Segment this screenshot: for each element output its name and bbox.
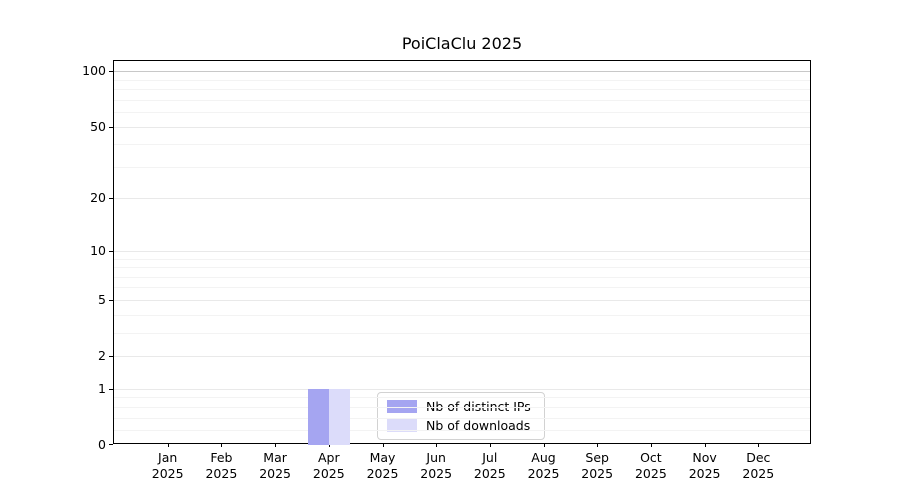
minor-gridline: [114, 276, 810, 278]
x-axis-tick-label: Mar 2025: [259, 450, 291, 481]
x-axis-tick-label: Oct 2025: [634, 450, 667, 481]
x-axis-tick: [328, 443, 330, 447]
major-gridline: [114, 250, 810, 252]
x-axis-tick-year: 2025: [151, 466, 184, 481]
plot-area: Nb of distinct IPs Nb of downloads 0 1 2 5 1…: [82, 60, 811, 481]
x-axis-tick-label: Feb 2025: [205, 450, 238, 481]
y-axis-tick-label: 100: [82, 63, 106, 79]
major-gridline: [114, 356, 810, 357]
chart-title: PoiClaClu 2025: [401, 34, 523, 53]
minor-gridline: [114, 406, 810, 408]
x-axis-tick: [382, 443, 384, 447]
x-axis-tick-label: Nov 2025: [688, 450, 721, 481]
minor-gridline: [114, 112, 810, 113]
x-axis-tick: [597, 443, 599, 447]
major-gridline: [114, 299, 810, 301]
x-axis-tick-year: 2025: [527, 466, 560, 481]
y-axis-tick-label: 0: [98, 437, 106, 452]
x-axis-tick: [650, 443, 652, 447]
minor-gridline: [114, 332, 810, 334]
legend-item-downloads: Nb of downloads: [387, 418, 535, 433]
minor-gridline: [114, 417, 810, 419]
y-axis-tick: [109, 198, 113, 200]
x-axis-tick: [221, 443, 223, 447]
minor-gridline: [114, 144, 810, 146]
minor-gridline: [114, 314, 810, 316]
x-axis-tick: [167, 443, 169, 447]
x-axis-tick: [704, 443, 706, 447]
x-axis-tick-year: 2025: [634, 466, 667, 481]
x-axis-tick: [436, 443, 438, 447]
legend: Nb of distinct IPs Nb of downloads: [377, 392, 545, 440]
x-axis-tick-label: Dec 2025: [742, 450, 775, 481]
minor-gridline: [114, 430, 810, 432]
x-axis-tick-year: 2025: [205, 466, 238, 481]
minor-gridline: [114, 89, 810, 91]
major-gridline: [114, 388, 810, 390]
bar-downloads: [328, 388, 350, 445]
x-axis-tick-year: 2025: [473, 466, 506, 481]
y-axis-tick-label: 2: [98, 348, 106, 363]
y-axis-tick: [109, 388, 113, 390]
y-axis-tick-label: 1: [98, 380, 106, 396]
bar-distinct-ips: [307, 388, 329, 445]
minor-gridline: [114, 267, 810, 268]
x-axis-tick-label: Aug 2025: [527, 450, 560, 481]
legend-label-downloads: Nb of downloads: [426, 418, 531, 433]
x-axis-tick-label: May 2025: [366, 450, 399, 481]
x-axis-tick-label: Apr 2025: [312, 450, 345, 481]
x-axis-tick-label: Jun 2025: [420, 450, 453, 481]
y-axis-tick-label: 5: [98, 291, 106, 307]
y-axis-tick-label: 10: [90, 242, 106, 258]
x-axis-tick: [758, 443, 760, 447]
x-axis-tick-year: 2025: [420, 466, 453, 481]
minor-gridline: [114, 397, 810, 399]
minor-gridline: [114, 258, 810, 260]
y-axis-tick: [109, 299, 113, 301]
y-axis-tick: [109, 356, 113, 357]
minor-gridline: [114, 166, 810, 168]
x-axis-tick-label: Sep 2025: [581, 450, 614, 481]
major-gridline: [114, 198, 810, 200]
y-axis-tick-label: 50: [90, 118, 106, 134]
x-axis-tick: [275, 443, 277, 447]
x-axis-tick: [543, 443, 545, 447]
legend-swatch-distinct-ips: [387, 400, 417, 413]
x-axis-tick-label: Jul 2025: [473, 450, 506, 481]
x-axis-tick-year: 2025: [312, 466, 345, 481]
y-axis-tick-label: 20: [90, 190, 106, 206]
major-gridline: [114, 126, 810, 128]
minor-gridline: [114, 99, 810, 101]
y-axis-tick: [109, 126, 113, 128]
x-axis-tick-year: 2025: [366, 466, 399, 481]
minor-gridline: [114, 79, 810, 81]
minor-gridline: [114, 287, 810, 289]
legend-swatch-downloads: [387, 419, 417, 432]
y-axis-tick: [109, 71, 113, 73]
x-axis-tick-year: 2025: [581, 466, 614, 481]
legend-item-distinct-ips: Nb of distinct IPs: [387, 399, 535, 414]
major-gridline: [114, 71, 810, 73]
x-axis-tick-year: 2025: [742, 466, 775, 481]
legend-label-distinct-ips: Nb of distinct IPs: [426, 399, 531, 414]
x-axis-tick-year: 2025: [259, 466, 291, 481]
x-axis-tick-year: 2025: [688, 466, 721, 481]
y-axis-tick: [109, 250, 113, 252]
y-axis-tick: [109, 444, 113, 445]
x-axis-tick-label: Jan 2025: [151, 450, 184, 481]
x-axis-tick: [489, 443, 491, 447]
